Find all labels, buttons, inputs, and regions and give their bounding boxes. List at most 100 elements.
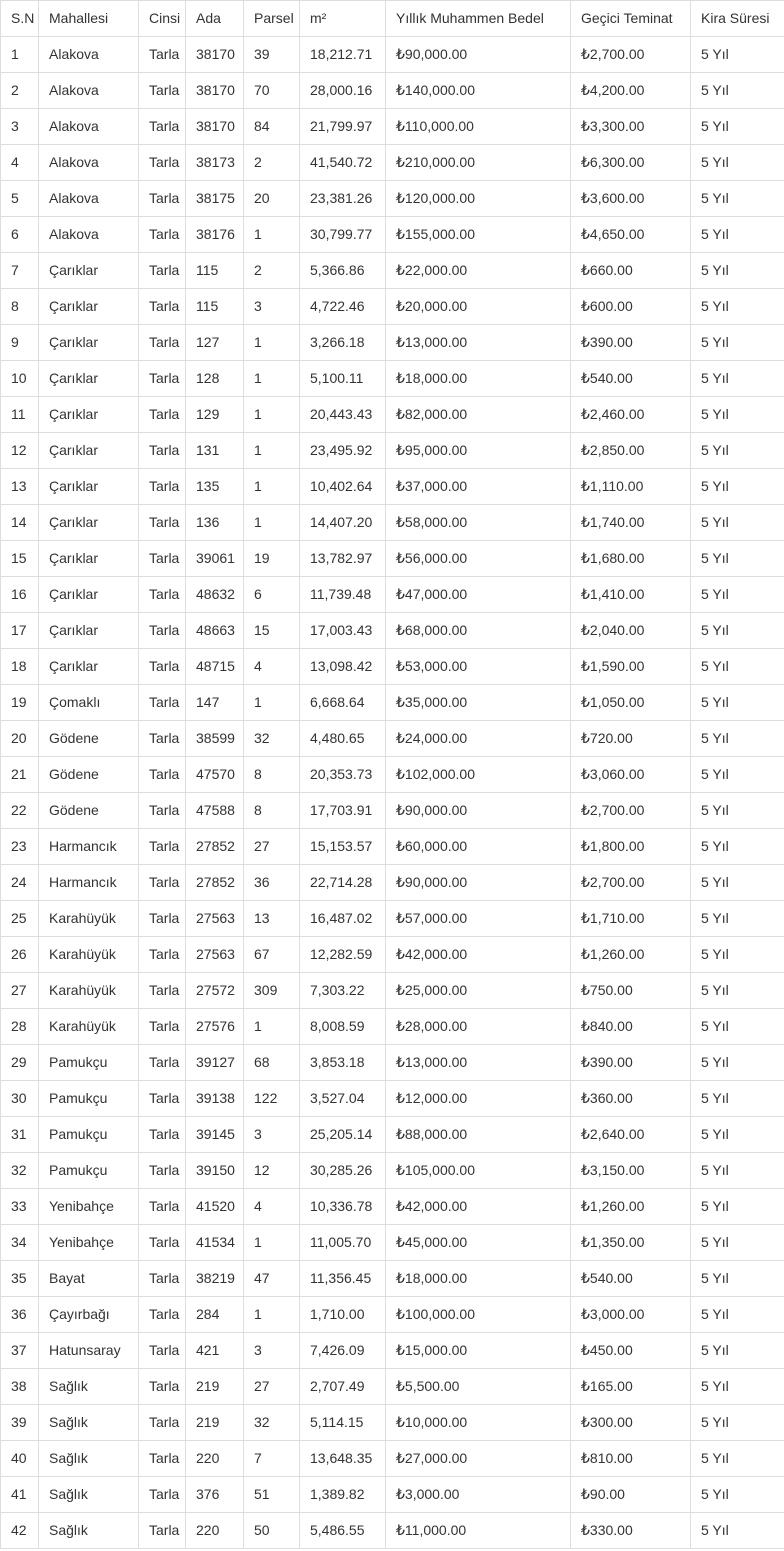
table-cell: Gödene — [38, 720, 139, 757]
table-cell: 17,003.43 — [299, 612, 386, 649]
table-cell: ₺18,000.00 — [385, 360, 571, 397]
table-cell: 1 — [243, 1296, 300, 1333]
table-cell: ₺37,000.00 — [385, 468, 571, 505]
table-cell: 36 — [243, 864, 300, 901]
table-cell: 25 — [0, 900, 39, 937]
table-cell: 5 Yıl — [690, 684, 784, 721]
table-cell: 30,285.26 — [299, 1152, 386, 1189]
table-cell: Gödene — [38, 792, 139, 829]
table-cell: 5 Yıl — [690, 792, 784, 829]
table-cell: 5 Yıl — [690, 864, 784, 901]
table-row: 26 Karahüyük Tarla 27563 67 12,282.59 ₺42,000.… — [0, 936, 784, 973]
table-cell: 5 Yıl — [690, 936, 784, 973]
table-cell: Karahüyük — [38, 900, 139, 937]
table-cell: 84 — [243, 108, 300, 145]
table-cell: 6 — [243, 576, 300, 613]
table-cell: Yenibahçe — [38, 1224, 139, 1261]
table-cell: 17,703.91 — [299, 792, 386, 829]
table-cell: ₺95,000.00 — [385, 432, 571, 469]
table-cell: 3,527.04 — [299, 1080, 386, 1117]
table-row: 9 Çarıklar Tarla 127 1 3,266.18 ₺13,000.00 ₺390… — [0, 324, 784, 361]
table-row: 24 Harmancık Tarla 27852 36 22,714.28 ₺90,000.… — [0, 864, 784, 901]
table-cell: Tarla — [138, 684, 186, 721]
column-header-sn: S.N — [0, 0, 39, 37]
table-cell: 68 — [243, 1044, 300, 1081]
table-cell: 5 Yıl — [690, 1512, 784, 1549]
table-cell: 127 — [185, 324, 244, 361]
table-cell: ₺540.00 — [570, 1260, 691, 1297]
table-cell: 11,356.45 — [299, 1260, 386, 1297]
table-cell: 5 Yıl — [690, 504, 784, 541]
table-cell: ₺110,000.00 — [385, 108, 571, 145]
table-cell: ₺3,150.00 — [570, 1152, 691, 1189]
table-cell: 39138 — [185, 1080, 244, 1117]
table-cell: 47588 — [185, 792, 244, 829]
table-row: 18 Çarıklar Tarla 48715 4 13,098.42 ₺53,000.00… — [0, 648, 784, 685]
table-cell: ₺3,000.00 — [570, 1296, 691, 1333]
table-row: 16 Çarıklar Tarla 48632 6 11,739.48 ₺47,000.00… — [0, 576, 784, 613]
table-cell: ₺82,000.00 — [385, 396, 571, 433]
table-cell: 5 Yıl — [690, 324, 784, 361]
table-cell: 13,648.35 — [299, 1440, 386, 1477]
table-cell: ₺2,700.00 — [570, 36, 691, 73]
table-cell: 34 — [0, 1224, 39, 1261]
table-cell: Çarıklar — [38, 504, 139, 541]
table-cell: 38176 — [185, 216, 244, 253]
table-cell: 5,486.55 — [299, 1512, 386, 1549]
table-cell: ₺58,000.00 — [385, 504, 571, 541]
table-cell: Karahüyük — [38, 1008, 139, 1045]
table-cell: Pamukçu — [38, 1080, 139, 1117]
table-cell: 2,707.49 — [299, 1368, 386, 1405]
table-cell: 32 — [0, 1152, 39, 1189]
table-cell: Tarla — [138, 468, 186, 505]
table-cell: 38170 — [185, 108, 244, 145]
table-cell: 5 Yıl — [690, 900, 784, 937]
table-cell: ₺1,590.00 — [570, 648, 691, 685]
table-cell: Pamukçu — [38, 1044, 139, 1081]
table-cell: ₺42,000.00 — [385, 1188, 571, 1225]
table-cell: 11,005.70 — [299, 1224, 386, 1261]
table-cell: Sağlık — [38, 1440, 139, 1477]
table-cell: 1 — [243, 324, 300, 361]
table-cell: Bayat — [38, 1260, 139, 1297]
column-header-gecici-teminat: Geçici Teminat — [570, 0, 691, 37]
table-header-row: S.N Mahallesi Cinsi Ada Parsel m² Yıllık… — [0, 0, 784, 37]
table-cell: Tarla — [138, 792, 186, 829]
table-cell: 39 — [0, 1404, 39, 1441]
table-cell: 1 — [243, 216, 300, 253]
table-cell: 131 — [185, 432, 244, 469]
table-cell: Çarıklar — [38, 468, 139, 505]
table-cell: ₺165.00 — [570, 1368, 691, 1405]
table-cell: 5 Yıl — [690, 180, 784, 217]
table-cell: 18,212.71 — [299, 36, 386, 73]
column-header-muhammen-bedel: Yıllık Muhammen Bedel — [385, 0, 571, 37]
table-cell: 39 — [243, 36, 300, 73]
table-cell: ₺1,410.00 — [570, 576, 691, 613]
table-cell: 13,782.97 — [299, 540, 386, 577]
table-cell: Alakova — [38, 144, 139, 181]
table-row: 39 Sağlık Tarla 219 32 5,114.15 ₺10,000.00 ₺300… — [0, 1404, 784, 1441]
table-cell: ₺155,000.00 — [385, 216, 571, 253]
table-row: 19 Çomaklı Tarla 147 1 6,668.64 ₺35,000.00 ₺1,0… — [0, 684, 784, 721]
table-cell: 4 — [243, 648, 300, 685]
table-cell: 32 — [243, 1404, 300, 1441]
table-cell: Tarla — [138, 432, 186, 469]
table-cell: 13 — [0, 468, 39, 505]
table-cell: 28 — [0, 1008, 39, 1045]
table-cell: 1 — [243, 360, 300, 397]
table-cell: Tarla — [138, 1008, 186, 1045]
table-cell: Çarıklar — [38, 576, 139, 613]
table-cell: 4,480.65 — [299, 720, 386, 757]
table-cell: 27576 — [185, 1008, 244, 1045]
table-cell: ₺1,800.00 — [570, 828, 691, 865]
table-cell: ₺2,700.00 — [570, 792, 691, 829]
table-cell: 48715 — [185, 648, 244, 685]
table-cell: Sağlık — [38, 1404, 139, 1441]
table-cell: 5 Yıl — [690, 1332, 784, 1369]
table-cell: ₺27,000.00 — [385, 1440, 571, 1477]
table-cell: ₺47,000.00 — [385, 576, 571, 613]
table-cell: ₺90.00 — [570, 1476, 691, 1513]
table-cell: 14 — [0, 504, 39, 541]
table-cell: 2 — [243, 252, 300, 289]
table-cell: 421 — [185, 1332, 244, 1369]
